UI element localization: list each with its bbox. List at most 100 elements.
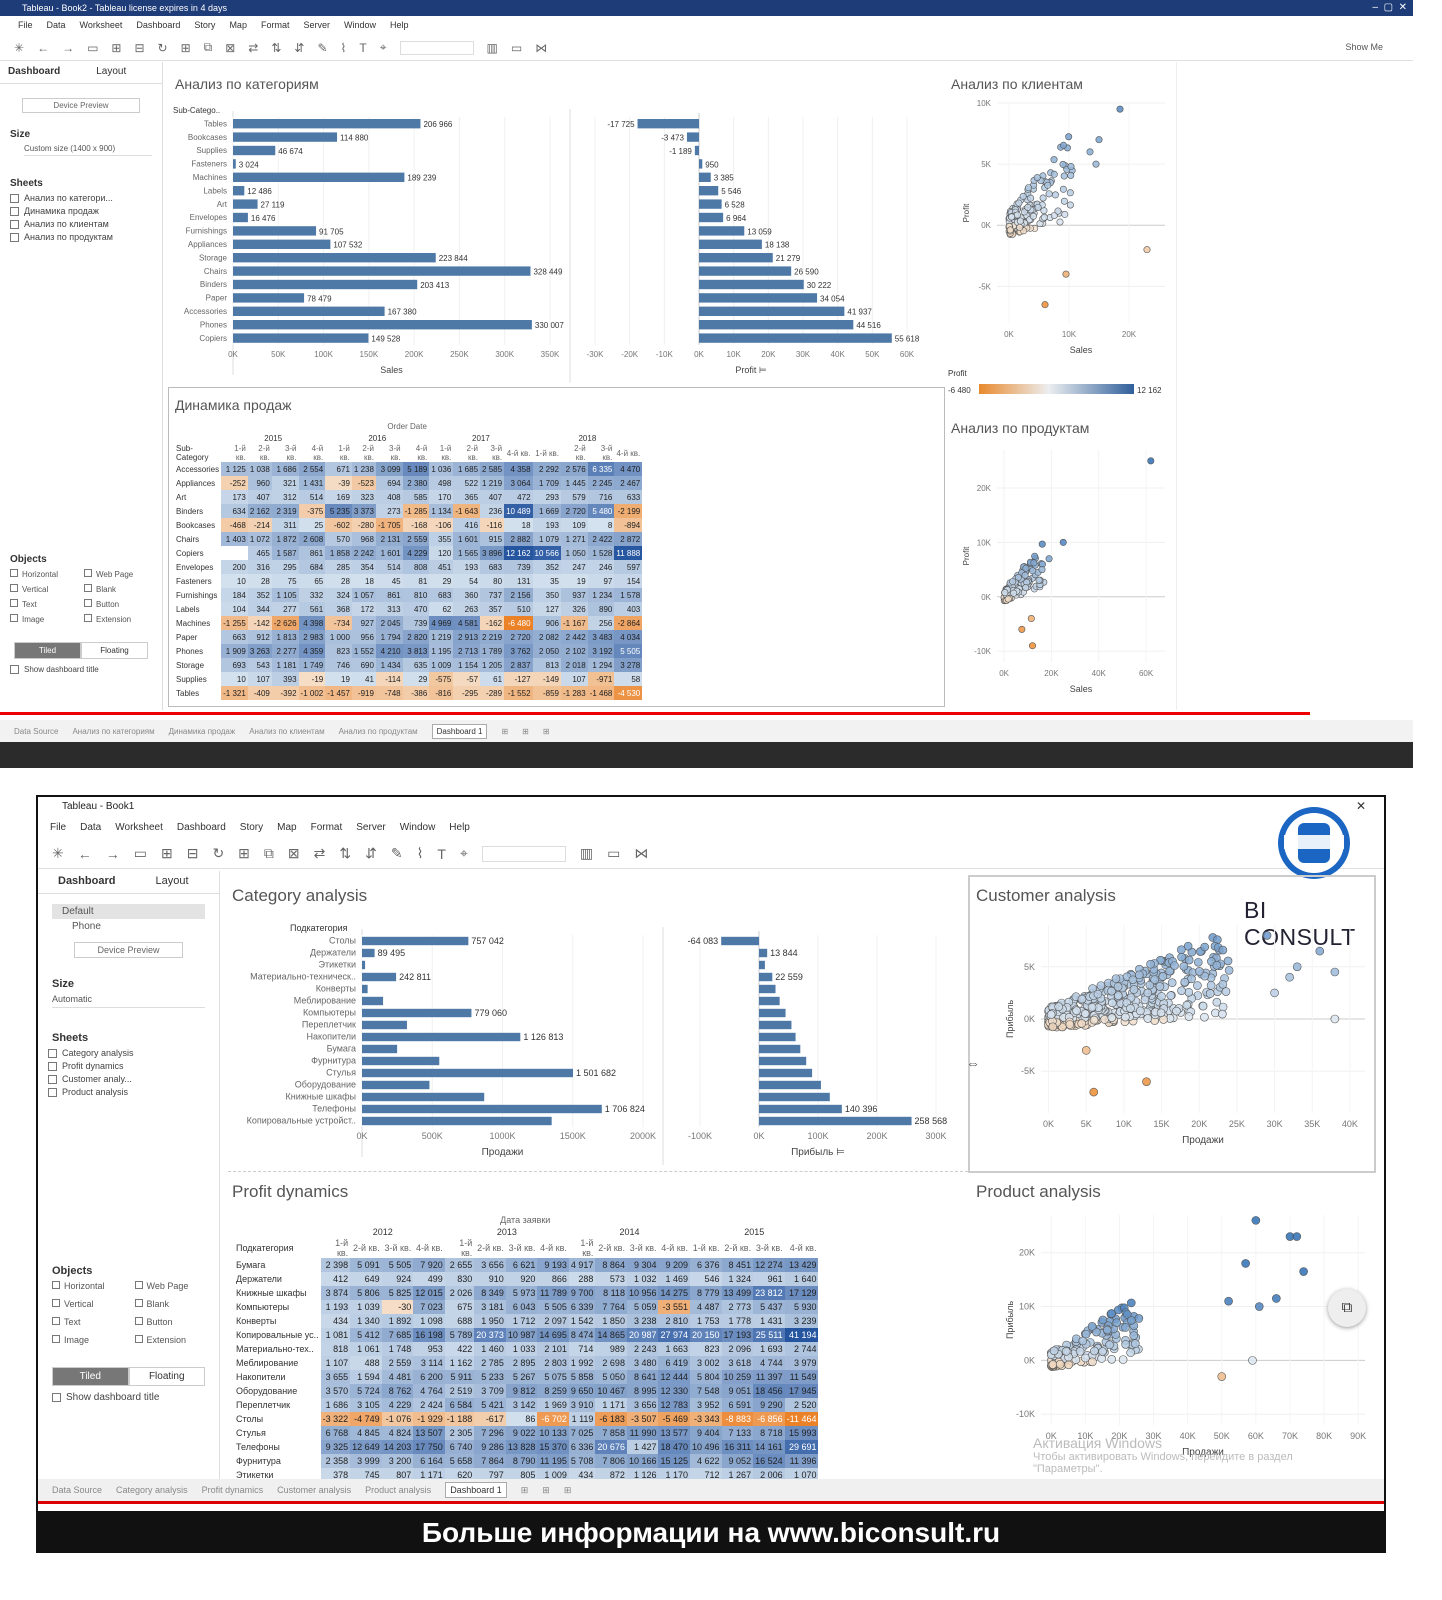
- save-icon[interactable]: ▭: [87, 40, 99, 55]
- refresh-icon[interactable]: ↻: [157, 40, 168, 55]
- sheet-item[interactable]: Анализ по категори...: [10, 193, 152, 203]
- menu-bar[interactable]: File Data Worksheet Dashboard Story Map Format…: [38, 819, 1384, 835]
- show-title-checkbox[interactable]: Show dashboard title: [10, 665, 152, 674]
- menu-file[interactable]: File: [18, 20, 33, 30]
- toolbar[interactable]: ✳ ← → ▭ ⊞ ⊟ ↻ ⊞ ⧉ ⊠ ⇄ ⇅ ⇵ ✎ ⌇ T ⌖ ▥ ▭ ⋈: [0, 35, 1413, 61]
- object-image[interactable]: Image: [10, 614, 78, 624]
- presentation-icon[interactable]: ▭: [607, 845, 621, 861]
- label-icon[interactable]: T: [359, 40, 367, 55]
- new-worksheet-icon[interactable]: ⊞: [520, 1484, 529, 1495]
- device-phone[interactable]: Phone: [72, 921, 101, 932]
- tiled-toggle[interactable]: Tiled: [14, 642, 81, 659]
- duplicate-icon[interactable]: ⧉: [203, 40, 213, 54]
- menu-server[interactable]: Server: [356, 821, 386, 833]
- fit-select[interactable]: [399, 40, 474, 55]
- refresh-icon[interactable]: ↻: [212, 845, 225, 861]
- sheet-tab[interactable]: Customer analysis: [277, 1485, 352, 1495]
- menu-worksheet[interactable]: Worksheet: [79, 20, 123, 30]
- sheet-tab[interactable]: Category analysis: [116, 1485, 188, 1495]
- menu-worksheet[interactable]: Worksheet: [115, 821, 163, 833]
- tab-layout[interactable]: Layout: [96, 66, 127, 77]
- sheet-tab[interactable]: Анализ по категориям: [72, 726, 155, 736]
- sheet-tab[interactable]: Profit dynamics: [201, 1485, 264, 1495]
- presentation-icon[interactable]: ▭: [510, 40, 523, 55]
- progress-bar[interactable]: [38, 1501, 1384, 1504]
- menu-window[interactable]: Window: [343, 20, 376, 30]
- object-vertical[interactable]: Vertical: [10, 584, 78, 594]
- sheet-tab[interactable]: Product analysis: [365, 1485, 432, 1495]
- cards-icon[interactable]: ▥: [486, 40, 498, 55]
- sheet-tab[interactable]: Data Source: [52, 1485, 103, 1495]
- new-story-icon[interactable]: ⊞: [542, 726, 550, 736]
- new-dashboard-icon[interactable]: ⊞: [522, 726, 529, 736]
- floating-toggle[interactable]: Floating: [81, 642, 148, 659]
- sheet-item[interactable]: Анализ по клиентам: [10, 219, 152, 229]
- new-sheet-icon[interactable]: ⊞: [238, 845, 250, 861]
- object-image[interactable]: Image: [52, 1335, 127, 1345]
- menu-help[interactable]: Help: [390, 20, 409, 30]
- sheet-tab[interactable]: Анализ по продуктам: [338, 726, 418, 736]
- new-story-icon[interactable]: ⊞: [563, 1484, 572, 1495]
- progress-bar[interactable]: [0, 712, 1310, 715]
- fit-select[interactable]: [481, 845, 566, 862]
- menu-format[interactable]: Format: [260, 20, 290, 30]
- sheet-tab[interactable]: Data Source: [14, 726, 59, 736]
- object-button[interactable]: Button: [134, 1317, 210, 1327]
- sheet-tab[interactable]: Анализ по клиентам: [249, 726, 325, 736]
- object-text[interactable]: Text: [10, 599, 78, 609]
- sort-desc-icon[interactable]: ⇵: [365, 845, 377, 861]
- new-datasource-icon[interactable]: ⊞: [160, 845, 173, 861]
- attach-icon[interactable]: ⌇: [416, 845, 424, 861]
- tab-dashboard[interactable]: Dashboard: [38, 871, 136, 893]
- menu-story[interactable]: Story: [194, 20, 216, 30]
- sheet-item[interactable]: Product analysis: [48, 1087, 209, 1097]
- object-web-page[interactable]: Web Page: [134, 1281, 210, 1291]
- menu-server[interactable]: Server: [303, 20, 330, 30]
- tab-dashboard[interactable]: Dashboard: [0, 62, 69, 83]
- sheet-tab[interactable]: Dashboard 1: [431, 723, 488, 739]
- object-extension[interactable]: Extension: [84, 614, 152, 624]
- menu-file[interactable]: File: [50, 821, 67, 833]
- sort-asc-icon[interactable]: ⇅: [339, 845, 352, 861]
- floating-toggle[interactable]: Floating: [128, 1367, 205, 1386]
- redo-icon[interactable]: →: [105, 845, 120, 862]
- menu-bar[interactable]: File Data Worksheet Dashboard Story Map Format…: [0, 18, 1413, 32]
- sheet-tab[interactable]: Dashboard 1: [445, 1482, 507, 1498]
- object-text[interactable]: Text: [52, 1317, 127, 1327]
- resize-handle-icon[interactable]: ⇔: [966, 1055, 980, 1071]
- duplicate-icon[interactable]: ⧉: [263, 845, 274, 861]
- sheet-item[interactable]: Customer analy...: [48, 1074, 209, 1084]
- swap-icon[interactable]: ⇄: [313, 845, 326, 861]
- sheet-tab[interactable]: Динамика продаж: [168, 726, 236, 736]
- close-icon[interactable]: ✕: [1355, 799, 1366, 813]
- clear-icon[interactable]: ⊠: [287, 845, 300, 861]
- object-vertical[interactable]: Vertical: [52, 1299, 127, 1309]
- menu-data[interactable]: Data: [80, 821, 102, 833]
- new-dashboard-icon[interactable]: ⊞: [542, 1484, 550, 1495]
- new-datasource-icon[interactable]: ⊞: [111, 40, 122, 55]
- object-extension[interactable]: Extension: [134, 1335, 210, 1345]
- toolbar[interactable]: ✳ ← → ▭ ⊞ ⊟ ↻ ⊞ ⧉ ⊠ ⇄ ⇅ ⇵ ✎ ⌇ T ⌖ ▥ ▭ ⋈: [38, 839, 1384, 869]
- sheet-item[interactable]: Category analysis: [48, 1048, 209, 1058]
- device-default[interactable]: Default: [52, 904, 205, 919]
- sheet-item[interactable]: Динамика продаж: [10, 206, 152, 216]
- swap-icon[interactable]: ⇄: [248, 40, 259, 55]
- tiled-toggle[interactable]: Tiled: [52, 1367, 129, 1386]
- menu-data[interactable]: Data: [46, 20, 66, 30]
- size-select[interactable]: Automatic: [52, 994, 205, 1008]
- window-controls[interactable]: – ▢ ✕: [1323, 0, 1413, 16]
- menu-map[interactable]: Map: [277, 821, 297, 833]
- object-web-page[interactable]: Web Page: [84, 569, 152, 579]
- share-icon[interactable]: ⋈: [634, 845, 649, 861]
- menu-map[interactable]: Map: [229, 20, 247, 30]
- size-select[interactable]: Custom size (1400 x 900): [24, 144, 152, 156]
- floating-action-button[interactable]: ⧉: [1328, 1289, 1366, 1327]
- object-blank[interactable]: Blank: [84, 584, 152, 594]
- sheet-tabs[interactable]: Data Source Category analysis Profit dynam…: [38, 1479, 1384, 1501]
- show-me-button[interactable]: Show Me: [1345, 42, 1383, 52]
- share-icon[interactable]: ⋈: [535, 40, 548, 55]
- object-horizontal[interactable]: Horizontal: [52, 1281, 127, 1291]
- clear-icon[interactable]: ⊠: [225, 40, 236, 55]
- menu-dashboard[interactable]: Dashboard: [136, 20, 181, 30]
- new-worksheet-icon[interactable]: ⊞: [501, 726, 509, 736]
